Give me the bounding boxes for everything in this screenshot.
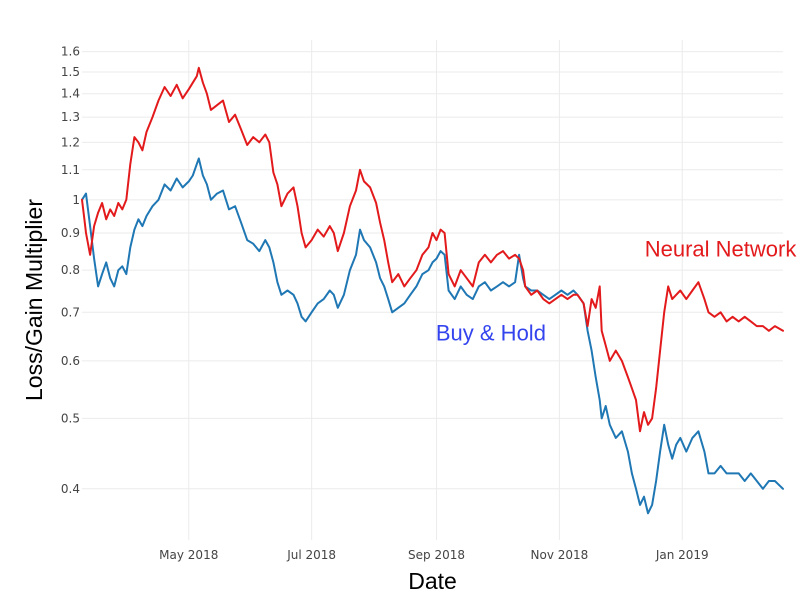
x-tick-label: Sep 2018 — [408, 548, 465, 562]
y-axis-ticks: 0.4 0.5 0.6 0.7 0.8 0.9 1 1.1 1.2 1.3 1.4 1.5 1.6 — [61, 45, 80, 496]
y-tick-label: 0.7 — [61, 305, 80, 319]
y-tick-label: 1.2 — [61, 135, 80, 149]
y-tick-label: 1.6 — [61, 45, 80, 59]
y-tick-label: 0.4 — [61, 482, 80, 496]
grid — [82, 40, 783, 540]
y-tick-label: 1.5 — [61, 65, 80, 79]
x-tick-label: Jan 2019 — [655, 548, 709, 562]
y-tick-label: 0.5 — [61, 411, 80, 425]
x-tick-label: Nov 2018 — [531, 548, 589, 562]
annotation-label: Buy & Hold — [436, 321, 546, 346]
y-tick-label: 1.3 — [61, 110, 80, 124]
x-tick-label: Jul 2018 — [286, 548, 336, 562]
x-axis-ticks: May 2018 Jul 2018 Sep 2018 Nov 2018 Jan 2019 — [159, 548, 709, 562]
series-line-buy-hold — [81, 157, 784, 515]
y-tick-label: 1 — [72, 193, 80, 207]
x-axis-title: Date — [408, 568, 457, 594]
y-axis-title: Loss/Gain Multiplier — [21, 199, 47, 401]
x-tick-label: May 2018 — [159, 548, 218, 562]
series-line-neural-network — [81, 66, 784, 433]
annotations: Neural Network Buy & Hold — [436, 237, 797, 346]
y-tick-label: 1.4 — [61, 87, 80, 101]
y-tick-label: 0.9 — [61, 226, 80, 240]
y-tick-label: 0.8 — [61, 263, 80, 277]
series-group — [81, 66, 784, 515]
y-tick-label: 1.1 — [61, 163, 80, 177]
annotation-label: Neural Network — [645, 237, 797, 262]
y-tick-label: 0.6 — [61, 354, 80, 368]
